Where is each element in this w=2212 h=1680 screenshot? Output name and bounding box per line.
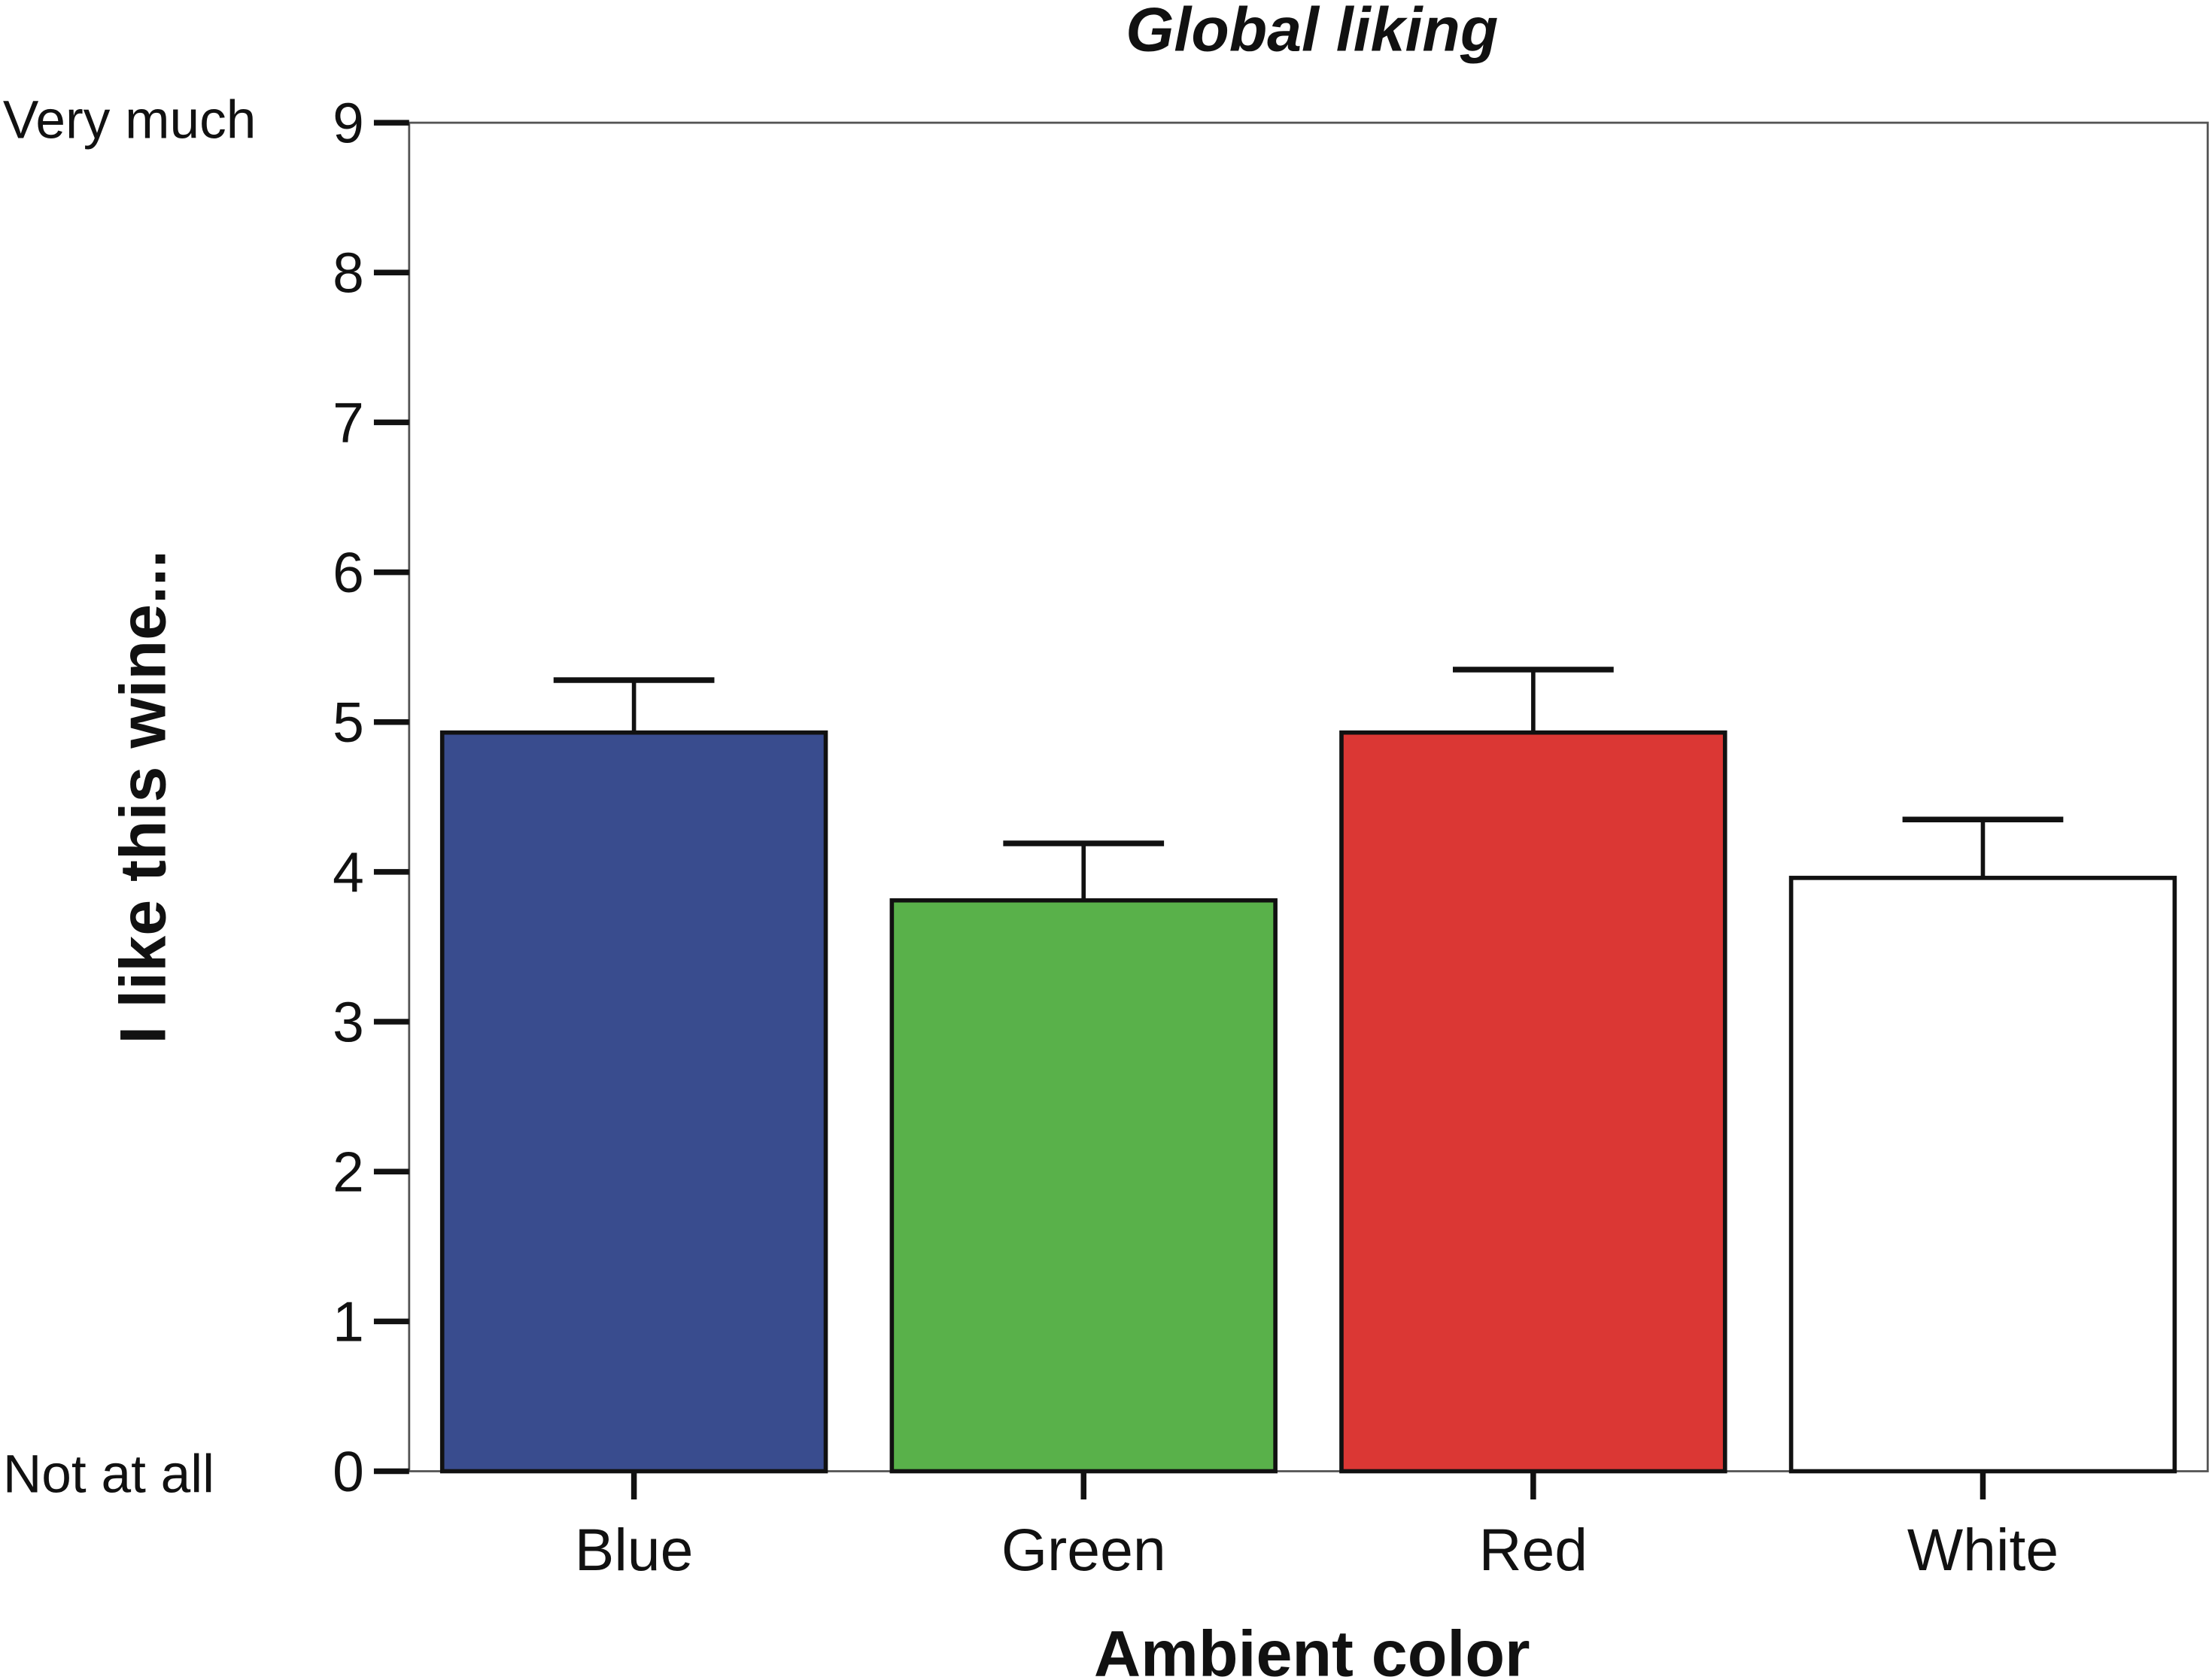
x-tick-label: White [1907, 1517, 2059, 1583]
bar-red [1339, 730, 1727, 1474]
x-tick-label: Red [1479, 1517, 1588, 1583]
y-tick-label: 1 [333, 1290, 364, 1353]
y-tick-label: 2 [333, 1140, 364, 1203]
y-axis-label: I like this wine... [107, 550, 179, 1044]
y-anchor-bottom-label: Not at all [3, 1445, 214, 1505]
y-tick-label: 3 [333, 990, 364, 1053]
y-tick-label: 5 [333, 691, 364, 754]
y-tick-label: 4 [333, 840, 364, 904]
x-tick-label: Green [1001, 1517, 1166, 1583]
y-tick-label: 9 [333, 91, 364, 154]
plot-frame [408, 121, 2209, 1472]
x-axis-label: Ambient color [1094, 1618, 1530, 1680]
y-anchor-top-label: Very much [3, 91, 257, 150]
y-tick-label: 8 [333, 242, 364, 305]
y-tick-label: 7 [333, 391, 364, 454]
bar-green [889, 898, 1278, 1474]
chart-title: Global liking [1126, 0, 1498, 64]
y-tick-label: 6 [333, 541, 364, 604]
bar-white [1788, 876, 2177, 1474]
x-tick-label: Blue [575, 1517, 694, 1583]
bar-blue [439, 730, 828, 1474]
y-tick-label: 0 [333, 1440, 364, 1503]
